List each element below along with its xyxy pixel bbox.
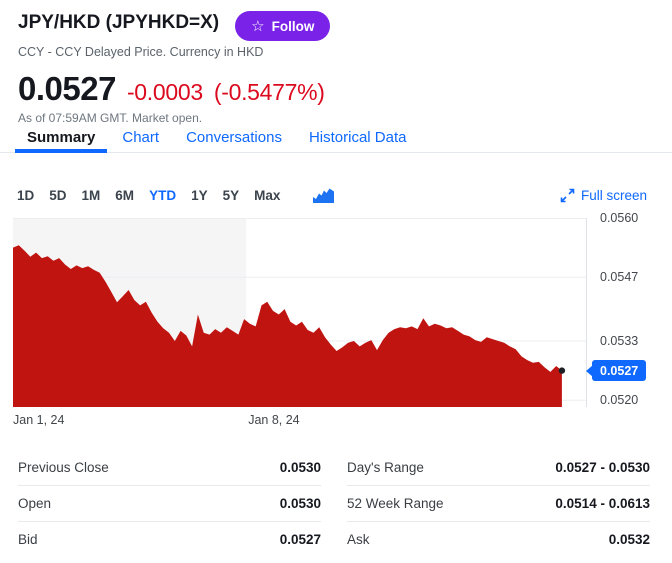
price-chart[interactable] [13, 218, 587, 407]
chart-toolbar: 1D 5D 1M 6M YTD 1Y 5Y Max Full screen [0, 183, 672, 207]
last-price-badge: 0.0527 [592, 360, 647, 382]
range-6m[interactable]: 6M [115, 187, 135, 203]
stat-value: 0.0530 [279, 460, 321, 475]
range-1y[interactable]: 1Y [191, 187, 208, 203]
y-axis-tick-label: 0.0520 [600, 393, 639, 408]
stat-value: 0.0530 [279, 496, 321, 511]
quote-subtitle: CCY - CCY Delayed Price. Currency in HKD [18, 45, 264, 59]
stat-row-ask: Ask 0.0532 [347, 522, 650, 557]
stat-label: Bid [18, 532, 38, 547]
star-icon: ☆ [251, 17, 265, 35]
follow-button[interactable]: ☆ Follow [235, 11, 331, 41]
price-change-percent: (-0.5477%) [213, 79, 325, 105]
x-axis-tick-label: Jan 8, 24 [248, 413, 300, 427]
stat-row-52-week-range: 52 Week Range 0.0514 - 0.0613 [347, 486, 650, 522]
tab-summary[interactable]: Summary [15, 122, 108, 153]
page-title: JPY/HKD (JPYHKD=X) [18, 12, 220, 33]
range-5d[interactable]: 5D [49, 187, 67, 203]
quote-tabs: Summary Chart Conversations Historical D… [0, 122, 672, 153]
tab-conversations[interactable]: Conversations [186, 128, 282, 146]
y-axis-tick-label: 0.0533 [600, 333, 639, 348]
stat-label: Open [18, 496, 52, 511]
stat-label: Ask [347, 532, 370, 547]
quote-header: JPY/HKD (JPYHKD=X) ☆ Follow CCY - CCY De… [18, 11, 654, 125]
range-1d[interactable]: 1D [17, 187, 35, 203]
stat-row-days-range: Day's Range 0.0527 - 0.0530 [347, 450, 650, 486]
y-axis-tick-label: 0.0547 [600, 270, 639, 285]
as-of-timestamp: As of 07:59AM GMT. Market open. [18, 111, 203, 125]
range-max[interactable]: Max [254, 187, 281, 203]
tab-chart[interactable]: Chart [122, 128, 160, 146]
price-area-series [13, 245, 562, 407]
stat-row-bid: Bid 0.0527 [18, 522, 321, 557]
quote-statistics: Previous Close 0.0530 Open 0.0530 Bid 0.… [18, 450, 650, 557]
price-change: -0.0003 [126, 79, 203, 105]
stats-right-column: Day's Range 0.0527 - 0.0530 52 Week Rang… [347, 450, 650, 557]
price-chart-svg [13, 218, 586, 407]
expand-arrows-icon [560, 188, 575, 202]
stat-value: 0.0527 [279, 532, 321, 547]
tab-historical-data[interactable]: Historical Data [308, 128, 407, 146]
current-price: 0.0527 [18, 70, 116, 107]
fullscreen-label: Full screen [580, 187, 647, 203]
follow-button-label: Follow [271, 18, 315, 34]
stat-label: 52 Week Range [347, 496, 444, 511]
stats-left-column: Previous Close 0.0530 Open 0.0530 Bid 0.… [18, 450, 321, 557]
range-ytd[interactable]: YTD [149, 187, 177, 203]
range-1m[interactable]: 1M [81, 187, 101, 203]
range-5y[interactable]: 5Y [222, 187, 240, 203]
stat-label: Day's Range [347, 460, 424, 475]
last-price-marker [558, 367, 566, 374]
fullscreen-button[interactable]: Full screen [560, 188, 647, 203]
chart-type-button[interactable] [313, 187, 335, 203]
stat-row-open: Open 0.0530 [18, 486, 321, 522]
y-axis-tick-label: 0.0560 [600, 211, 639, 225]
area-chart-icon [313, 188, 335, 203]
stat-row-previous-close: Previous Close 0.0530 [18, 450, 321, 486]
stat-value: 0.0527 - 0.0530 [555, 460, 650, 475]
stat-value: 0.0532 [608, 532, 650, 547]
stat-value: 0.0514 - 0.0613 [555, 496, 650, 511]
x-axis-tick-label: Jan 1, 24 [13, 413, 65, 427]
stat-label: Previous Close [18, 460, 109, 475]
